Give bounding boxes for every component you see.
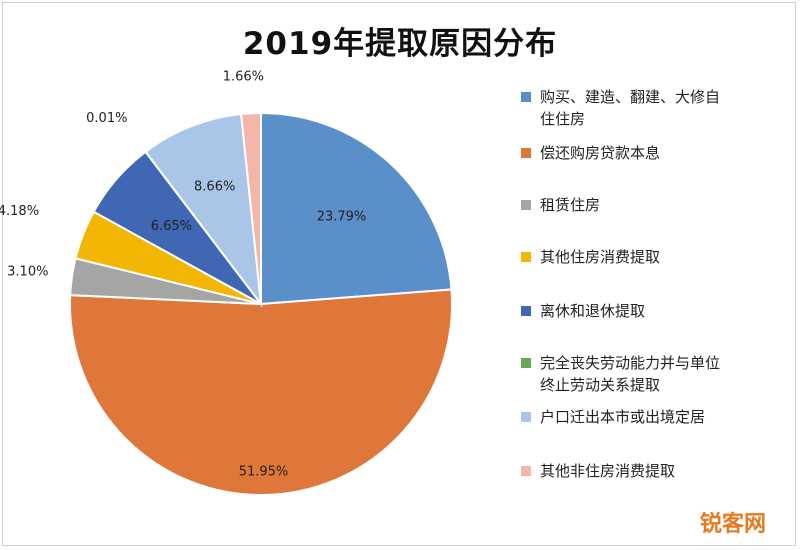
legend-label: 偿还购房贷款本息 bbox=[540, 144, 661, 162]
legend-item: 其他住房消费提取 bbox=[521, 246, 783, 268]
legend-swatch bbox=[521, 466, 531, 476]
legend-label: 住住房 bbox=[540, 110, 586, 128]
legend-label: 终止劳动关系提取 bbox=[540, 376, 661, 394]
slice-data-label: 23.79% bbox=[317, 210, 367, 225]
pie-labels: 23.79% 51.95% 3.10% 4.18% 6.65% 0.01% 8.66% 1.6… bbox=[0, 69, 366, 479]
legend-item: 户口迁出本市或出境定居 bbox=[521, 406, 783, 428]
slice-data-label: 4.18% bbox=[0, 204, 39, 219]
slice-data-label: 1.66% bbox=[223, 69, 264, 84]
legend-swatch bbox=[521, 306, 531, 316]
legend-item: 完全丧失劳动能力并与单位 终止劳动关系提取 bbox=[521, 352, 783, 396]
legend-swatch bbox=[521, 358, 531, 368]
legend-item: 其他非住房消费提取 bbox=[521, 460, 783, 482]
legend-label: 离休和退休提取 bbox=[540, 302, 646, 320]
slice-data-label: 3.10% bbox=[7, 265, 48, 280]
legend-item: 偿还购房贷款本息 bbox=[521, 142, 783, 164]
slice-data-label: 51.95% bbox=[239, 465, 289, 480]
pie-slice bbox=[240, 111, 262, 305]
legend-label: 完全丧失劳动能力并与单位 bbox=[540, 354, 721, 372]
pie-slice bbox=[260, 111, 453, 306]
slice-data-label: 6.65% bbox=[151, 219, 192, 234]
legend-label: 其他非住房消费提取 bbox=[540, 462, 676, 480]
legend-item: 购买、建造、翻建、大修自 住住房 bbox=[521, 86, 783, 130]
pie-slice bbox=[69, 288, 453, 496]
legend-label: 购买、建造、翻建、大修自 bbox=[540, 88, 721, 106]
legend-label: 户口迁出本市或出境定居 bbox=[540, 408, 706, 426]
legend-swatch bbox=[521, 92, 531, 102]
legend-swatch bbox=[521, 200, 531, 210]
slice-data-label: 8.66% bbox=[194, 179, 235, 194]
legend-swatch bbox=[521, 148, 531, 158]
pie-slice bbox=[144, 112, 263, 308]
legend-item: 租赁住房 bbox=[521, 194, 783, 216]
legend-label: 租赁住房 bbox=[540, 196, 601, 214]
legend-swatch bbox=[521, 412, 531, 422]
chart-title: 2019年提取原因分布 bbox=[242, 26, 558, 62]
watermark-logo: 锐客网 bbox=[699, 512, 766, 537]
legend-item: 离休和退休提取 bbox=[521, 300, 783, 322]
pie-slices bbox=[69, 111, 453, 496]
slice-data-label: 0.01% bbox=[86, 111, 127, 126]
legend-label: 其他住房消费提取 bbox=[540, 248, 661, 266]
legend-swatch bbox=[521, 252, 531, 262]
